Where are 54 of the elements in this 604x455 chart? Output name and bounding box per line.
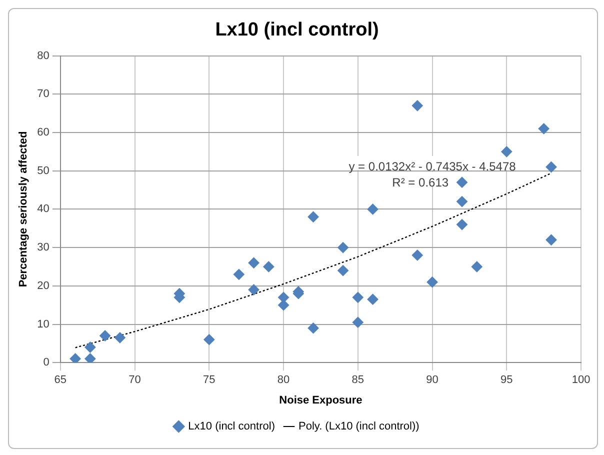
x-tick-label: 95 — [500, 374, 513, 386]
point — [367, 294, 378, 305]
x-tick-label: 70 — [128, 374, 141, 386]
y-tick-label: 20 — [37, 280, 50, 292]
annotation: y = 0.0132x² - 0.7435x - 4.5478 — [348, 159, 516, 174]
point — [538, 123, 550, 134]
point — [204, 334, 215, 346]
y-tick-label: 10 — [37, 318, 50, 330]
x-axis-title: Noise Exposure — [279, 394, 362, 406]
point — [100, 330, 111, 342]
point — [412, 250, 423, 261]
x-tick-label: 75 — [203, 374, 216, 386]
y-axis-title: Percentage seriously affected — [18, 131, 30, 288]
point — [352, 316, 364, 328]
point — [308, 322, 319, 334]
point — [248, 284, 260, 296]
point — [352, 292, 364, 303]
y-tick-label: 50 — [37, 164, 50, 177]
point — [278, 300, 290, 311]
point — [456, 196, 468, 208]
annotation: R² = 0.613 — [392, 175, 449, 190]
point — [233, 268, 244, 280]
point — [114, 332, 126, 344]
point — [501, 146, 512, 158]
point — [338, 265, 349, 276]
point — [412, 100, 423, 112]
y-tick-label: 70 — [37, 88, 50, 100]
legend-label: Lx10 (incl control) — [188, 420, 276, 433]
point — [471, 261, 482, 272]
y-tick-label: 80 — [37, 50, 50, 62]
x-tick-label: 85 — [352, 374, 364, 386]
point — [84, 353, 96, 363]
point — [308, 211, 319, 222]
point — [248, 257, 260, 268]
x-tick-label: 80 — [277, 374, 290, 386]
point — [70, 353, 81, 363]
y-tick-label: 40 — [37, 203, 50, 216]
legend-label: Poly. (Lx10 (incl control)) — [298, 420, 420, 433]
point — [263, 261, 274, 272]
point — [84, 342, 96, 353]
point — [456, 219, 468, 230]
y-tick-label: 0 — [43, 356, 50, 369]
point — [546, 162, 557, 173]
point — [338, 242, 349, 254]
x-tick-label: 65 — [54, 374, 67, 386]
y-tick-label: 30 — [37, 242, 50, 254]
point — [456, 176, 468, 188]
point — [367, 204, 378, 215]
chart-title: Lx10 (incl control) — [215, 20, 379, 41]
y-tick-label: 60 — [37, 126, 50, 139]
x-tick-label: 100 — [572, 374, 590, 386]
x-tick-label: 90 — [426, 374, 438, 386]
point — [546, 234, 557, 246]
point — [426, 276, 438, 288]
